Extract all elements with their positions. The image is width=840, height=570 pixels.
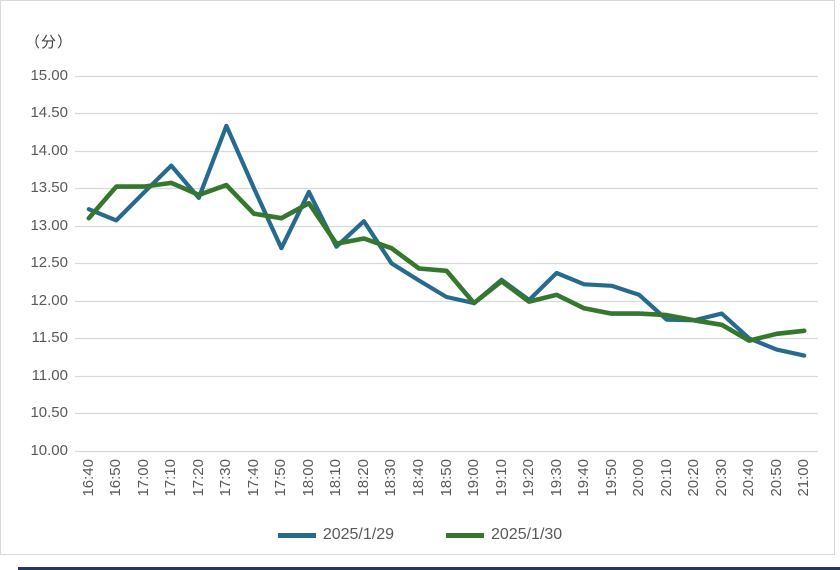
y-axis-tick-label: 10.50	[30, 404, 68, 422]
y-axis-tick-label: 14.00	[30, 141, 68, 159]
x-axis-tick-label: 20:40	[740, 459, 758, 497]
x-axis-tick-label: 16:50	[107, 459, 125, 497]
x-axis-tick-label: 16:40	[79, 459, 97, 497]
y-axis-tick-label: 12.50	[30, 254, 68, 272]
x-axis-tick-label: 17:10	[162, 459, 180, 497]
series-line-2[interactable]	[86, 180, 807, 343]
x-axis-tick-label: 17:40	[244, 459, 262, 497]
x-axis-tick-label: 18:00	[299, 459, 317, 497]
x-axis-tick-label: 18:10	[327, 459, 345, 497]
x-axis-tick-label: 20:50	[767, 459, 785, 497]
y-axis-tick-label: 13.50	[30, 179, 68, 197]
y-axis-tick-label: 10.00	[30, 442, 68, 459]
x-axis-tick-label: 19:00	[465, 459, 483, 497]
x-axis-tick-label: 19:10	[492, 459, 510, 497]
y-axis-tick-label: 11.50	[31, 329, 68, 347]
x-axis-tick-label: 17:20	[189, 459, 207, 497]
x-axis-tick-label: 18:50	[437, 459, 455, 497]
x-axis-tick-label: 20:30	[712, 459, 730, 497]
x-axis-tick-label: 19:30	[547, 459, 565, 497]
legend-label-series-1: 2025/1/29	[322, 526, 394, 543]
x-axis-tick-label: 20:00	[630, 459, 648, 497]
legend: 2025/1/29 2025/1/30	[0, 526, 840, 544]
legend-label-series-2: 2025/1/30	[491, 526, 563, 543]
y-axis-tick-label: 12.00	[30, 291, 68, 309]
y-axis-tick-label: 14.50	[30, 104, 68, 122]
legend-item-series-1[interactable]: 2025/1/29	[277, 526, 394, 544]
x-axis-tick-label: 19:50	[602, 459, 620, 497]
legend-item-series-2[interactable]: 2025/1/30	[446, 526, 562, 544]
x-axis-tick-label: 19:20	[520, 459, 538, 497]
series-2-line-swatch-icon	[446, 532, 484, 538]
x-axis-tick-label: 18:30	[382, 459, 400, 497]
y-axis-tick-label: 15.00	[30, 66, 68, 84]
x-axis-tick-label: 21:00	[795, 459, 813, 497]
y-axis-tick-label: 11.00	[31, 366, 68, 384]
window-bottom-edge	[18, 567, 840, 570]
x-axis-tick-label: 18:20	[354, 459, 372, 497]
x-axis-tick-label: 20:20	[685, 459, 703, 497]
x-axis-tick-label: 17:30	[217, 459, 235, 497]
x-axis-tick-label: 17:50	[272, 459, 290, 497]
x-axis-tick-label: 17:00	[134, 459, 152, 497]
y-axis-tick-label: 13.00	[30, 216, 68, 234]
chart-frame[interactable]	[0, 0, 835, 555]
x-axis-tick-label: 18:40	[409, 459, 427, 497]
x-axis-tick-label: 19:40	[575, 459, 593, 497]
y-axis-unit-label: （分）	[25, 34, 74, 51]
series-1-line-swatch-icon	[277, 532, 316, 538]
x-axis-tick-label: 20:10	[657, 459, 675, 497]
